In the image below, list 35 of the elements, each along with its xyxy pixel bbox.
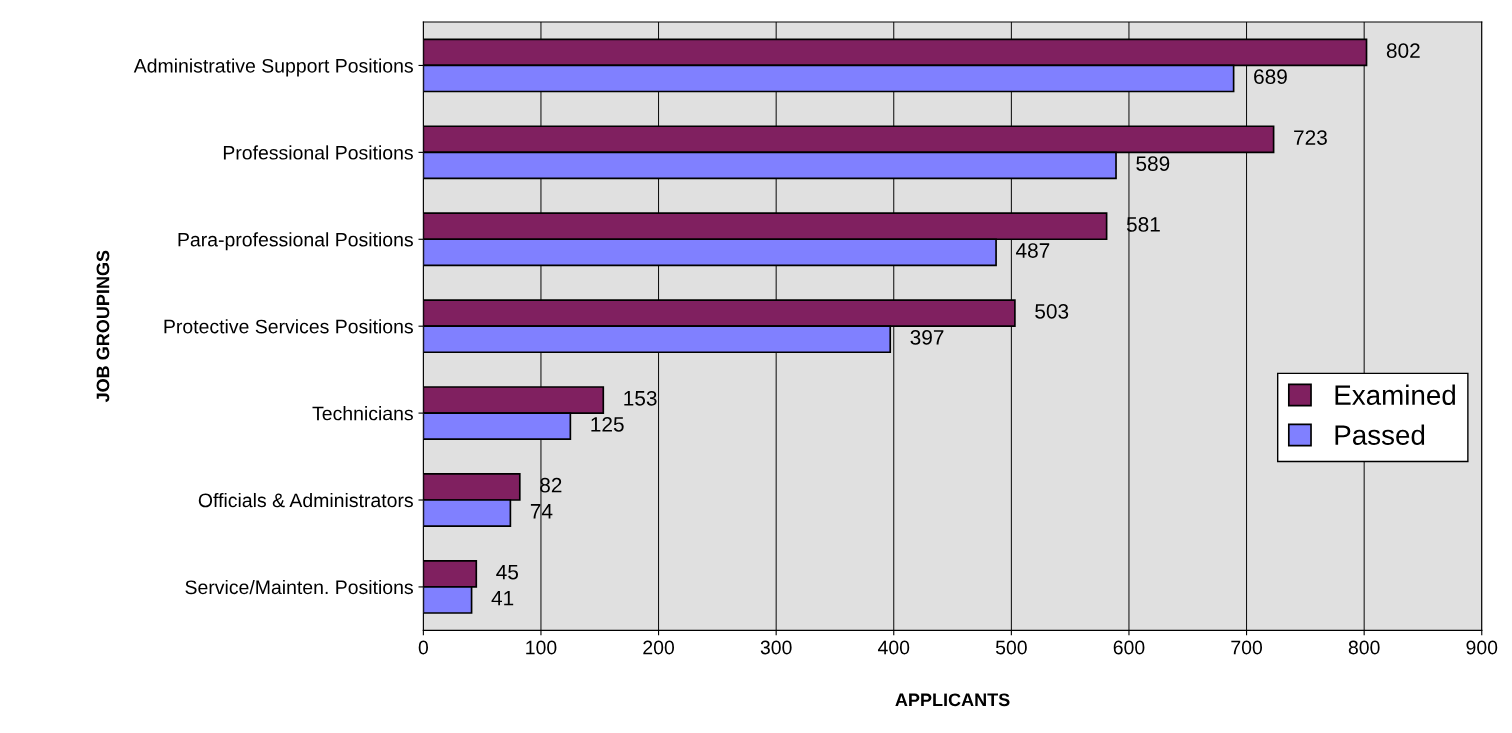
y-axis-title: JOB GROUPINGS (96, 250, 110, 403)
y-tick-label: Para-professional Positions (178, 232, 413, 251)
y-tick-label: Technicians (312, 406, 413, 421)
x-tick-label: 600 (1113, 640, 1145, 655)
data-label: 503 (1035, 303, 1069, 319)
x-tick-label: 200 (643, 640, 675, 655)
data-label: 802 (1386, 43, 1420, 58)
x-tick-label: 800 (1348, 640, 1380, 655)
x-tick-label: 0 (418, 640, 429, 655)
y-tick-label: Officials & Administrators (198, 492, 413, 508)
data-label: 125 (591, 416, 624, 432)
data-label: 153 (624, 390, 657, 406)
y-tick-label: Professional Positions (223, 145, 413, 160)
data-label: 41 (491, 591, 514, 606)
x-tick-label: 300 (760, 640, 792, 655)
data-label: 589 (1136, 156, 1170, 171)
data-label: 74 (530, 504, 553, 519)
x-tick-label: 400 (877, 640, 910, 655)
x-tick-label: 500 (995, 640, 1027, 655)
data-label: 487 (1015, 243, 1050, 258)
y-tick-label: Service/Mainten. Positions (185, 579, 413, 595)
y-tick-label: Administrative Support Positions (133, 58, 413, 77)
x-tick-label: 900 (1466, 640, 1498, 655)
data-label: 723 (1294, 130, 1327, 145)
data-label: 45 (496, 564, 519, 580)
data-label: 82 (540, 477, 562, 493)
legend-label: Examined (1335, 384, 1455, 406)
y-tick-label: Protective Services Positions (164, 319, 413, 334)
data-label: 689 (1254, 69, 1287, 85)
x-axis-title: APPLICANTS (895, 693, 1010, 707)
data-label: 397 (910, 330, 944, 345)
data-label: 581 (1126, 217, 1160, 232)
legend-label: Passed (1335, 424, 1425, 445)
x-tick-label: 100 (526, 640, 557, 655)
x-tick-label: 700 (1231, 640, 1263, 655)
